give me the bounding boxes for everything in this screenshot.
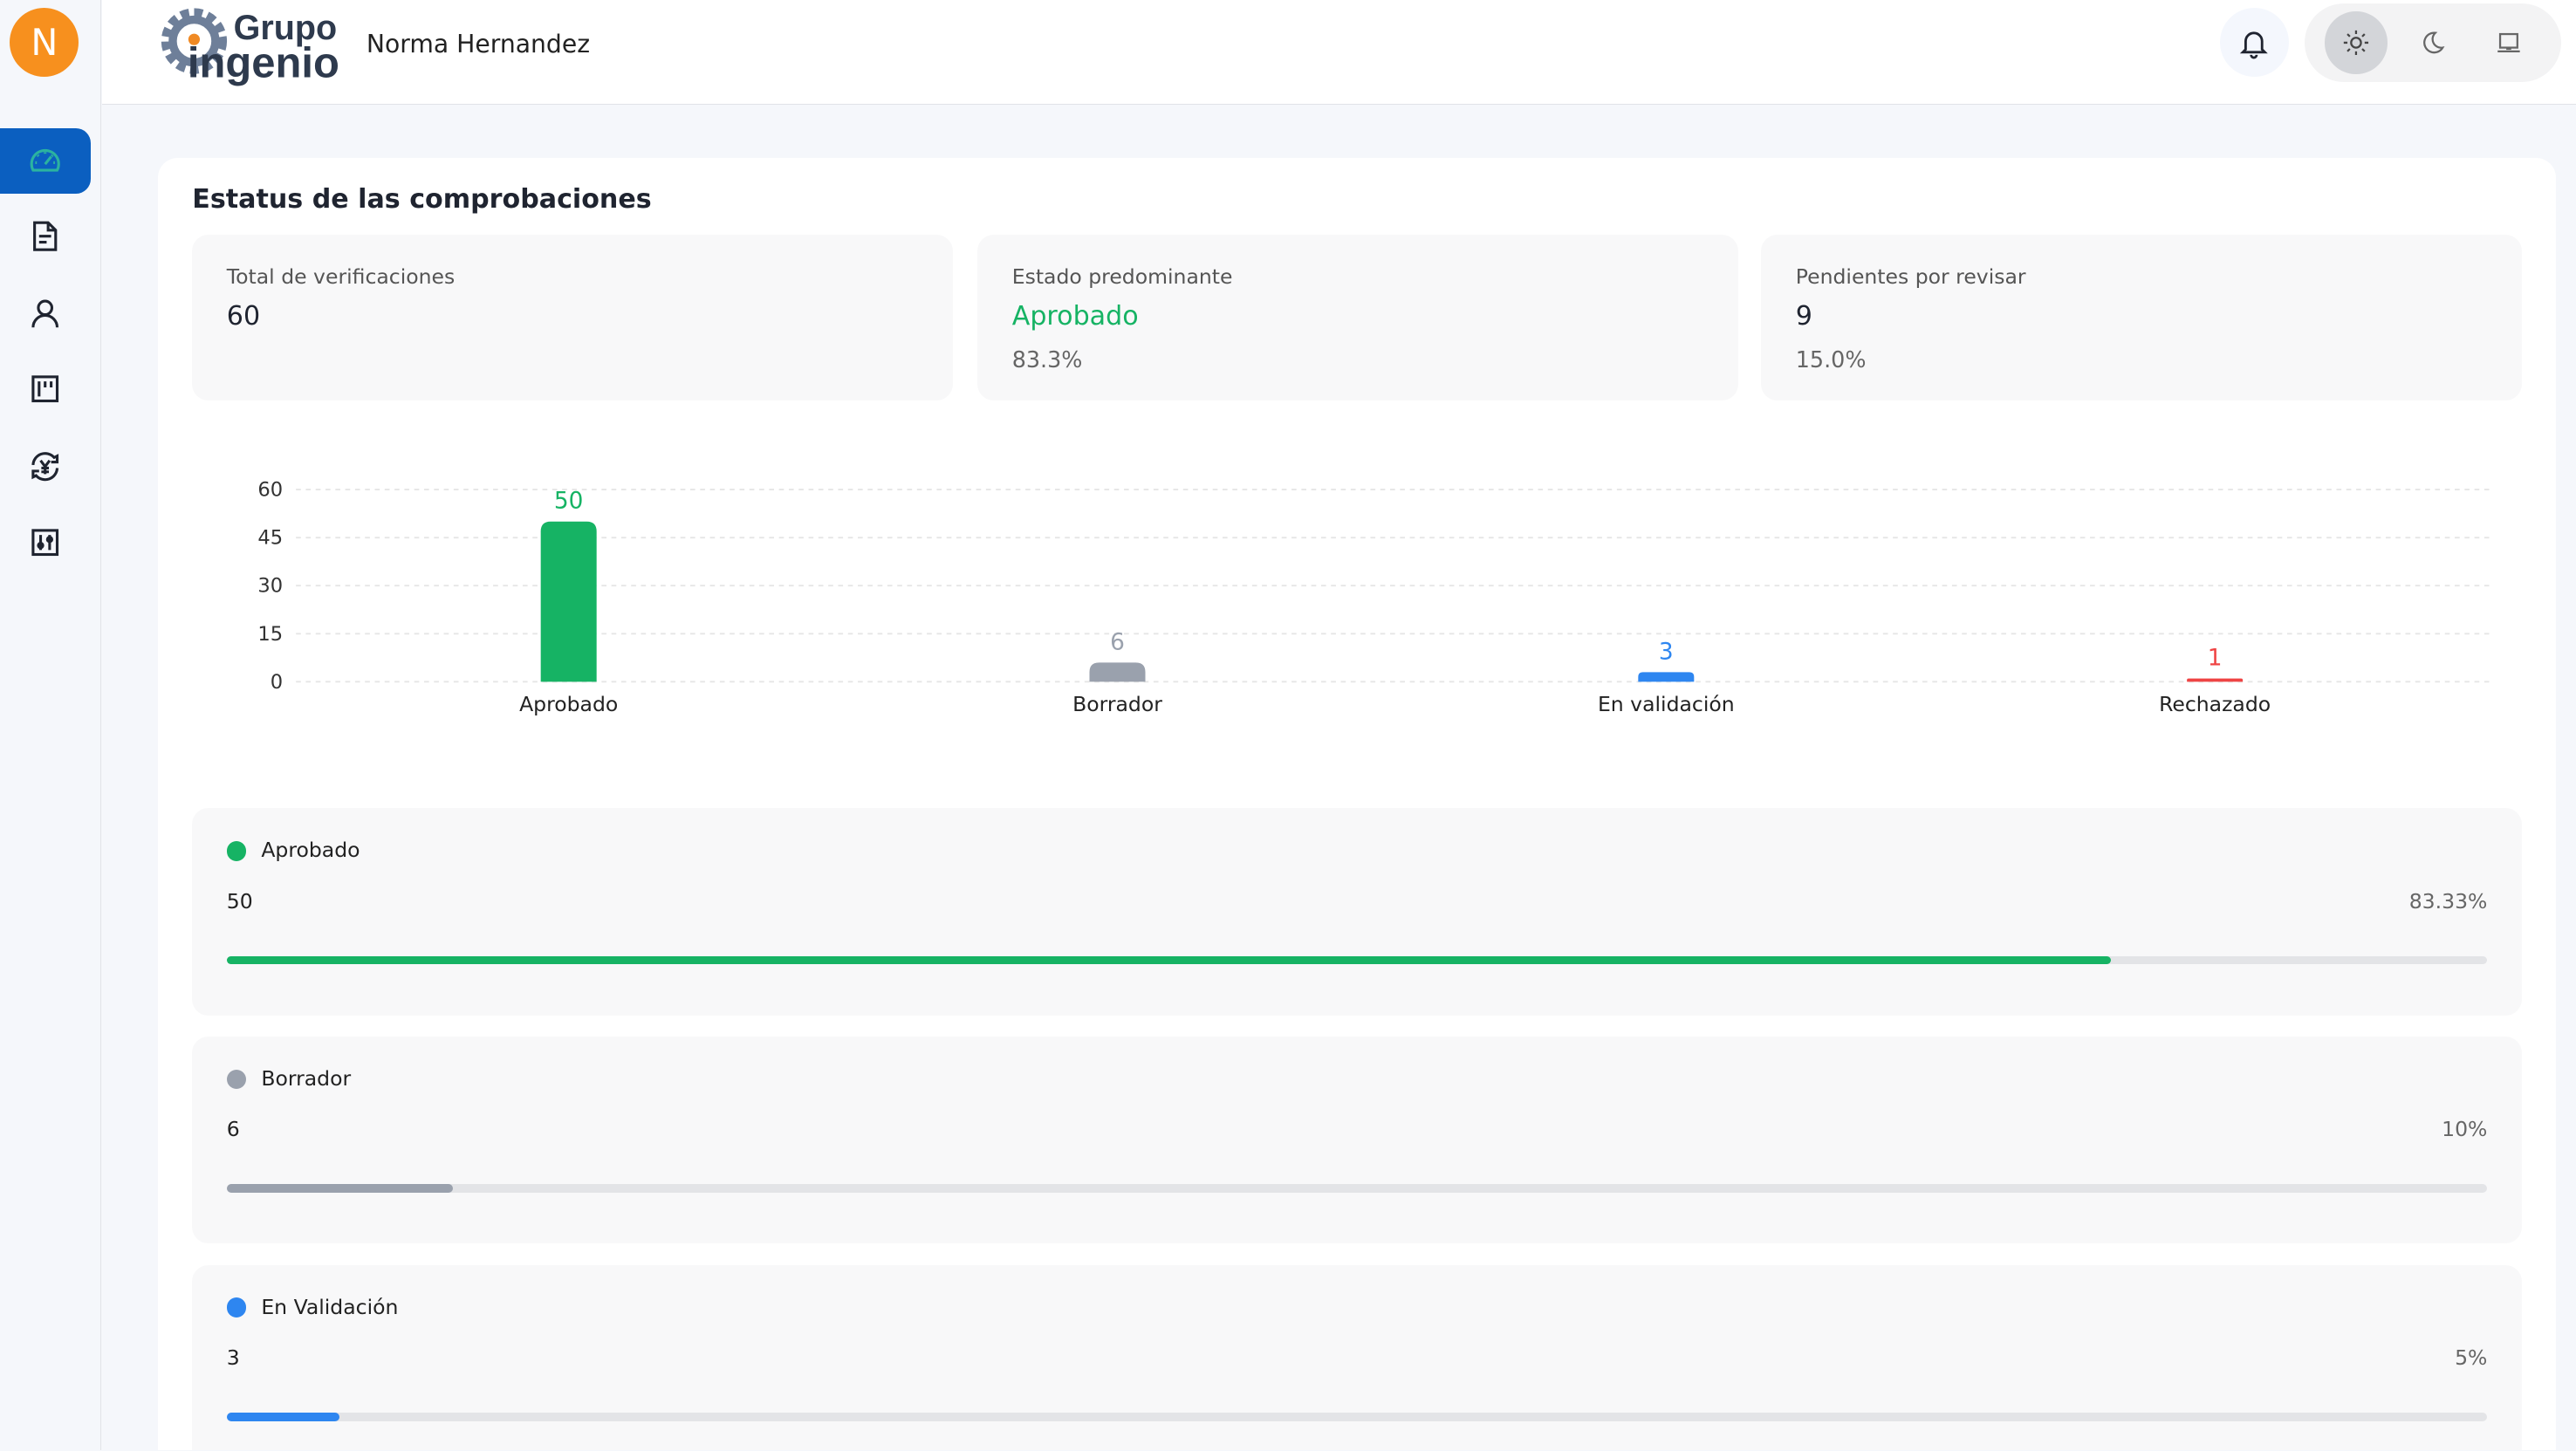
status-count: 3 (226, 1345, 240, 1370)
status-name: Borrador (261, 1065, 352, 1091)
status-name: En Validación (261, 1294, 399, 1319)
document-icon (33, 222, 58, 252)
progress-track (226, 1184, 2488, 1193)
bar-Borrador[interactable] (1089, 662, 1146, 682)
status-count: 50 (226, 888, 253, 914)
sidebar-item-users[interactable] (0, 281, 91, 346)
notifications-button[interactable] (2219, 8, 2289, 78)
sliders-icon (31, 528, 59, 556)
progress-fill (226, 1413, 340, 1421)
user-icon (31, 299, 59, 328)
sidebar-item-currency[interactable] (0, 434, 91, 499)
stat-sub: 83.3% (1011, 346, 1083, 373)
logo-text-bottom: ingenio (188, 39, 339, 86)
theme-light-button[interactable] (2324, 11, 2388, 74)
y-tick-label: 60 (257, 479, 283, 502)
gear-logo-icon: Grupo ingenio (161, 8, 339, 86)
bar-En validación[interactable] (1638, 672, 1695, 682)
sidebar-item-dashboard[interactable] (0, 127, 91, 195)
bar-value-label: 3 (1659, 639, 1674, 665)
dashboard-gauge-icon (30, 148, 60, 172)
bar-value-label: 50 (554, 489, 584, 515)
stat-value: Aprobado (1011, 300, 1139, 332)
status-card: Estatus de las comprobaciones Total de v… (157, 157, 2557, 1451)
status-dot (226, 1297, 247, 1318)
progress-card-0: Aprobado 50 83.33% (192, 808, 2522, 1016)
theme-switcher (2305, 3, 2562, 83)
sidebar-item-documents[interactable] (0, 203, 91, 269)
status-dot (226, 1069, 247, 1090)
x-tick-label: En validación (1598, 692, 1735, 716)
status-bar-chart: 0 15 30 45 60 50 Aprobado 6 Borrador 3 En validaci… (257, 479, 2491, 716)
x-tick-label: Rechazado (2159, 692, 2271, 716)
bar-value-label: 1 (2207, 646, 2222, 672)
avatar-letter: N (31, 21, 58, 64)
stat-sub: 15.0% (1795, 346, 1867, 373)
currency-exchange-icon (31, 452, 59, 482)
theme-dark-button[interactable] (2401, 11, 2464, 74)
y-tick-label: 30 (257, 575, 283, 598)
sidebar: N (0, 0, 101, 1451)
x-tick-label: Aprobado (519, 692, 618, 716)
company-logo[interactable]: Grupo ingenio (158, 0, 355, 99)
status-count: 6 (226, 1117, 240, 1142)
stat-label: Total de verificaciones (226, 264, 456, 290)
y-tick-label: 0 (270, 671, 282, 694)
sidebar-item-settings[interactable] (0, 510, 91, 575)
bar-Aprobado[interactable] (540, 521, 597, 682)
x-tick-label: Borrador (1072, 692, 1162, 716)
y-tick-label: 15 (257, 623, 283, 646)
bar-value-label: 6 (1110, 629, 1125, 655)
stat-label: Estado predominante (1011, 264, 1233, 290)
sun-icon (2343, 30, 2368, 56)
user-name: Norma Hernandez (366, 29, 591, 58)
sidebar-item-board[interactable] (0, 357, 91, 422)
stat-total: Total de verificaciones 60 (192, 235, 953, 401)
board-icon (31, 375, 59, 403)
status-percent: 10% (2442, 1117, 2488, 1142)
status-dot (226, 840, 247, 861)
progress-track (226, 955, 2488, 965)
top-bar: Grupo ingenio Norma Hernandez (101, 0, 2576, 105)
avatar[interactable]: N (10, 8, 79, 78)
progress-track (226, 1413, 2488, 1421)
bell-icon (2240, 31, 2268, 59)
progress-fill (226, 955, 2111, 965)
status-name: Aprobado (261, 838, 360, 863)
laptop-icon (2497, 32, 2520, 52)
progress-fill (226, 1184, 453, 1193)
stat-label: Pendientes por revisar (1795, 264, 2026, 290)
moon-icon (2423, 31, 2445, 54)
stat-pending: Pendientes por revisar 9 15.0% (1761, 235, 2522, 401)
status-percent: 5% (2455, 1345, 2488, 1370)
stat-value: 9 (1795, 300, 1812, 332)
progress-card-2: En Validación 3 5% (192, 1264, 2522, 1451)
status-percent: 83.33% (2408, 888, 2488, 914)
bar-Rechazado[interactable] (2186, 678, 2243, 682)
theme-system-button[interactable] (2477, 11, 2540, 74)
y-tick-label: 45 (257, 527, 283, 550)
stat-predominant: Estado predominante Aprobado 83.3% (977, 235, 1738, 401)
page-title: Estatus de las comprobaciones (192, 183, 652, 215)
logo-text-top: Grupo (233, 9, 337, 47)
progress-card-1: Borrador 6 10% (192, 1036, 2522, 1244)
stat-value: 60 (226, 300, 261, 332)
